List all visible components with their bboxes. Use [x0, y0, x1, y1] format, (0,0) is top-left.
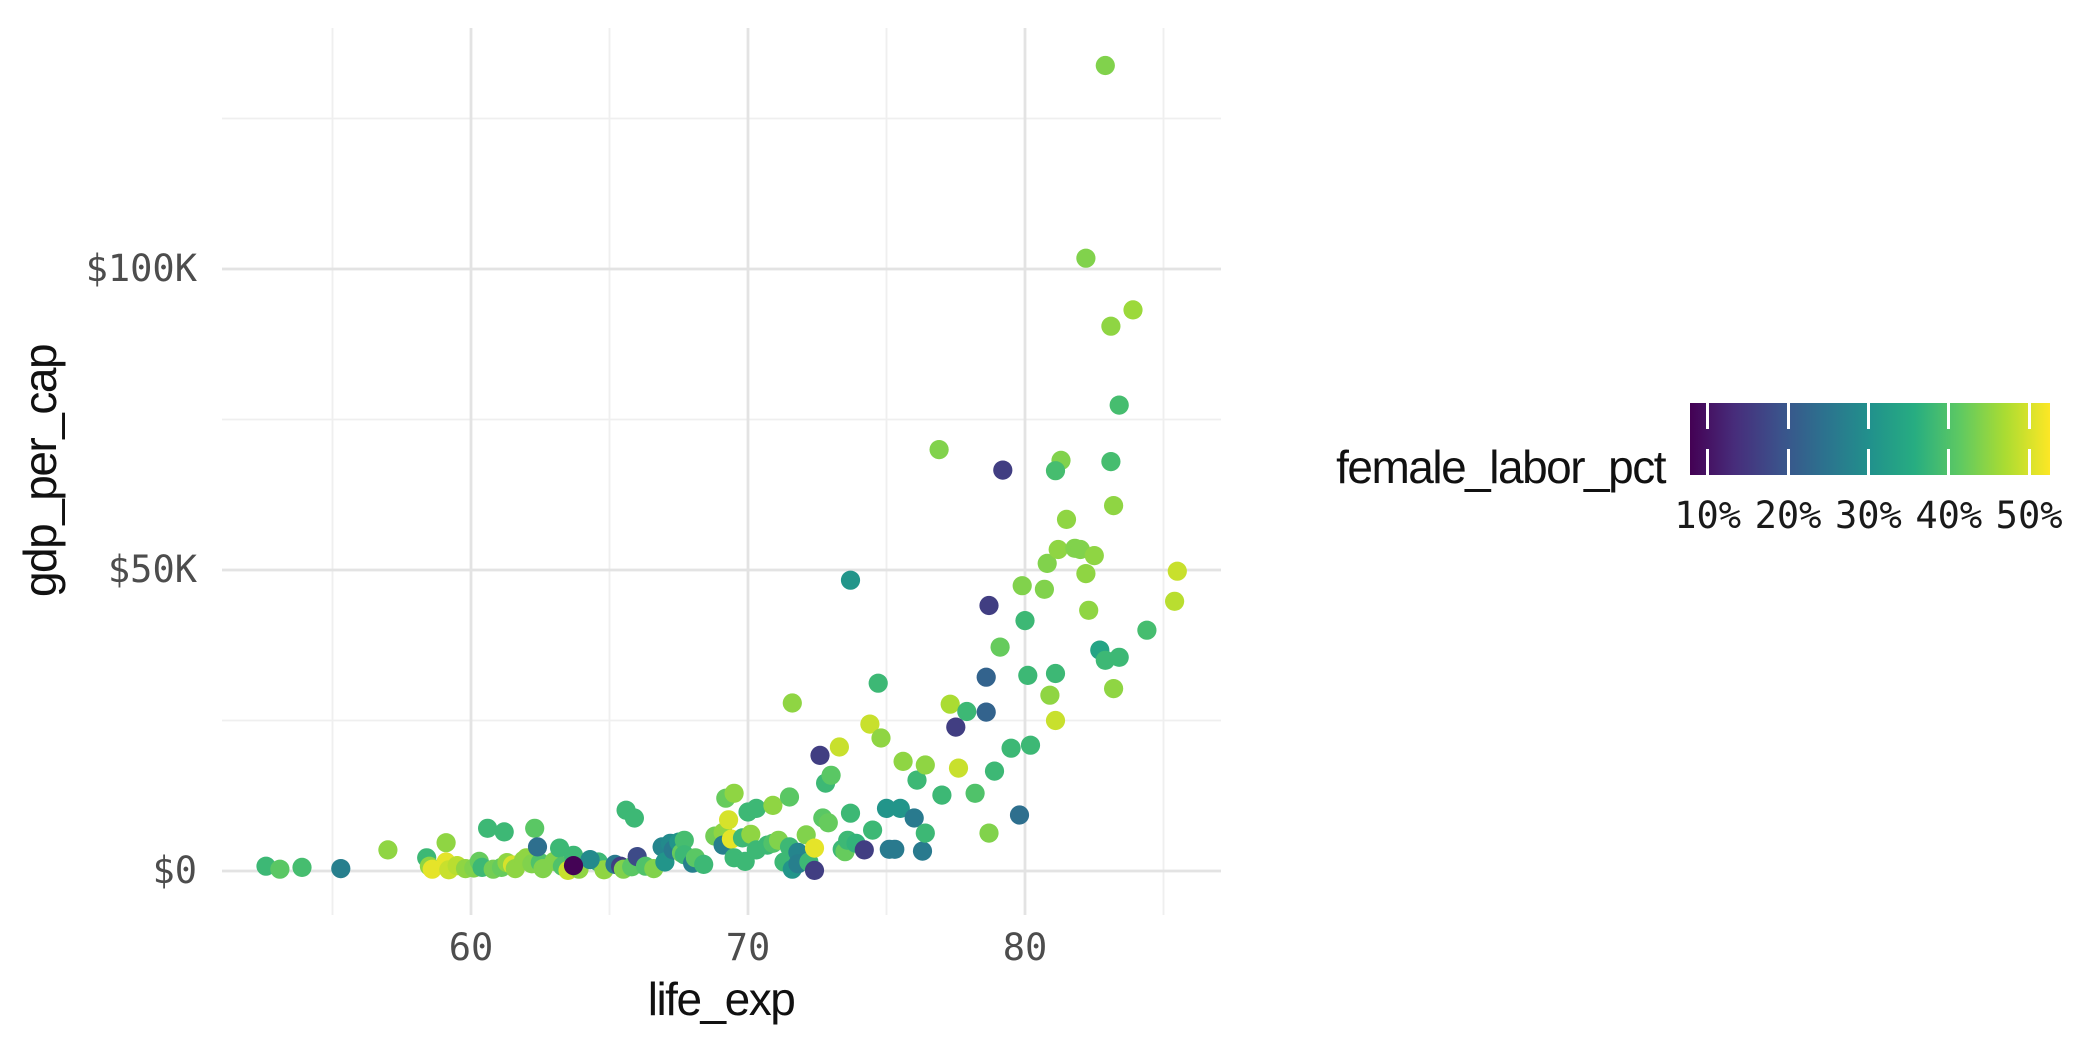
data-point: [1076, 248, 1096, 268]
data-point: [719, 810, 739, 830]
data-point: [804, 860, 825, 881]
data-point: [840, 803, 861, 823]
data-point: [893, 751, 913, 772]
data-point: [1165, 591, 1185, 611]
data-point: [782, 693, 802, 713]
data-point: [1048, 539, 1068, 560]
x-tick-label: 70: [725, 926, 771, 969]
x-axis-title: life_exp: [647, 973, 796, 1025]
data-point: [1015, 611, 1035, 631]
data-point: [624, 808, 645, 828]
data-point: [1040, 685, 1060, 705]
y-tick-label: $100K: [85, 247, 197, 290]
y-tick-label: $50K: [107, 548, 197, 591]
y-tick-label: $0: [152, 849, 197, 892]
data-point: [840, 570, 861, 590]
data-point: [976, 702, 996, 722]
data-point: [1079, 600, 1099, 620]
data-point: [1109, 395, 1129, 415]
data-point: [1095, 55, 1115, 76]
data-point: [976, 667, 996, 687]
data-point: [810, 745, 830, 766]
data-point: [1137, 620, 1157, 640]
data-point: [1037, 553, 1057, 574]
data-point: [1123, 300, 1143, 320]
data-point: [818, 813, 838, 833]
data-point: [915, 823, 935, 843]
data-point: [1101, 452, 1121, 472]
x-tick-label: 80: [1002, 926, 1048, 969]
data-point: [1001, 738, 1021, 758]
data-point: [1101, 316, 1121, 336]
data-point: [292, 857, 312, 878]
data-point: [1009, 805, 1030, 825]
data-point: [932, 785, 952, 805]
data-point: [860, 714, 880, 734]
data-point: [580, 850, 600, 870]
data-point: [779, 787, 800, 807]
data-point: [378, 840, 398, 860]
data-point: [1034, 579, 1054, 599]
data-point: [494, 822, 514, 842]
data-point: [984, 761, 1005, 781]
data-point: [868, 673, 888, 693]
data-point: [915, 755, 935, 775]
data-point: [946, 717, 966, 737]
data-point: [1167, 561, 1187, 581]
data-point: [965, 783, 985, 803]
data-point: [1045, 461, 1066, 481]
data-point: [1018, 665, 1038, 686]
data-point: [478, 818, 498, 838]
data-point: [890, 798, 910, 819]
data-point: [829, 737, 850, 757]
data-point: [979, 823, 999, 843]
data-point: [331, 859, 351, 879]
data-point: [724, 783, 744, 803]
data-point: [929, 440, 949, 460]
data-point: [1045, 710, 1066, 731]
data-point: [1056, 509, 1077, 529]
x-tick-label: 60: [448, 926, 494, 969]
data-point: [904, 808, 924, 828]
data-point: [912, 841, 933, 861]
data-point: [907, 770, 927, 790]
data-point: [863, 820, 883, 840]
data-point: [763, 795, 783, 816]
data-point: [525, 818, 545, 838]
data-point: [990, 637, 1010, 657]
data-point: [741, 824, 761, 844]
data-point: [940, 694, 960, 714]
data-point: [821, 765, 841, 785]
data-point: [563, 856, 584, 876]
data-point: [270, 859, 290, 879]
data-point: [746, 798, 766, 819]
data-point: [885, 839, 905, 859]
data-point: [1104, 496, 1124, 516]
data-point: [1012, 576, 1032, 596]
data-point: [1076, 564, 1096, 584]
data-point: [1020, 735, 1041, 755]
data-point: [979, 595, 999, 616]
data-point: [436, 833, 456, 853]
data-point: [1109, 647, 1129, 667]
data-point: [804, 838, 825, 858]
data-point: [694, 854, 714, 875]
data-point: [871, 728, 891, 748]
data-point: [854, 840, 874, 860]
data-point: [993, 460, 1013, 480]
data-point: [948, 758, 969, 778]
data-point: [674, 830, 694, 850]
data-point: [876, 798, 897, 819]
data-point: [1104, 679, 1124, 699]
data-point: [1084, 546, 1104, 566]
data-point: [1045, 663, 1066, 684]
data-point: [957, 701, 977, 722]
data-point: [527, 837, 548, 857]
